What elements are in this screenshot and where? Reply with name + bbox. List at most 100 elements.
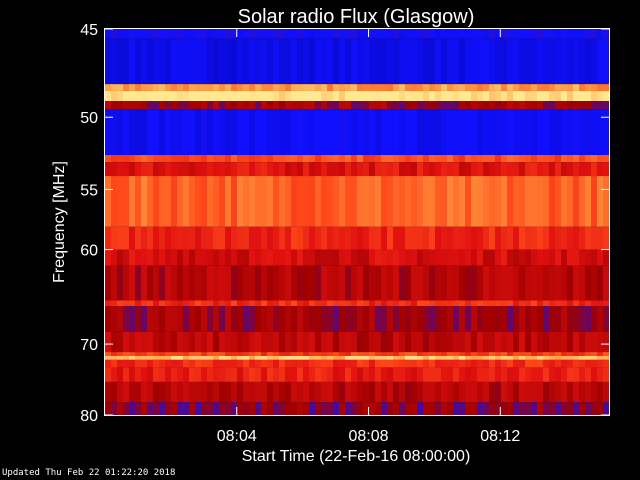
- heatmap-cell: [105, 162, 112, 177]
- heatmap-cell: [519, 101, 526, 110]
- heatmap-cell: [453, 300, 460, 307]
- heatmap-cell: [585, 84, 592, 91]
- heatmap-cell: [351, 402, 358, 415]
- heatmap-cell: [231, 38, 238, 85]
- heatmap-cell: [363, 356, 370, 360]
- heatmap-cell: [219, 176, 226, 227]
- heatmap-cell: [369, 84, 376, 91]
- heatmap-cell: [387, 356, 394, 360]
- heatmap-cell: [405, 402, 412, 415]
- heatmap-cell: [327, 155, 334, 163]
- heatmap-cell: [237, 367, 244, 382]
- heatmap-cell: [339, 162, 346, 177]
- heatmap-cell: [273, 402, 280, 415]
- heatmap-cell: [387, 249, 394, 266]
- heatmap-cell: [159, 359, 166, 368]
- heatmap-cell: [315, 176, 322, 227]
- heatmap-cell: [315, 381, 322, 403]
- heatmap-cell: [171, 90, 178, 102]
- heatmap-cell: [141, 381, 148, 403]
- heatmap-cell: [297, 226, 304, 250]
- heatmap-cell: [135, 306, 142, 332]
- heatmap-cell: [321, 331, 328, 353]
- heatmap-cell: [465, 176, 472, 227]
- heatmap-cell: [171, 381, 178, 403]
- heatmap-cell: [585, 367, 592, 382]
- heatmap-cell: [543, 38, 550, 85]
- heatmap-cell: [423, 356, 430, 360]
- heatmap-cell: [135, 265, 142, 301]
- heatmap-cell: [111, 109, 118, 156]
- heatmap-cell: [135, 356, 142, 360]
- heatmap-cell: [249, 331, 256, 353]
- heatmap-cell: [225, 109, 232, 156]
- heatmap-cell: [423, 249, 430, 266]
- heatmap-cell: [375, 249, 382, 266]
- heatmap-cell: [147, 249, 154, 266]
- heatmap-cell: [483, 90, 490, 102]
- heatmap-cell: [303, 331, 310, 353]
- heatmap-cell: [225, 162, 232, 177]
- heatmap-cell: [447, 155, 454, 163]
- heatmap-cell: [249, 176, 256, 227]
- heatmap-cell: [369, 265, 376, 301]
- heatmap-cell: [129, 29, 136, 39]
- heatmap-cell: [537, 84, 544, 91]
- heatmap-cell: [333, 155, 340, 163]
- heatmap-cell: [465, 359, 472, 368]
- heatmap-cell: [441, 109, 448, 156]
- heatmap-cell: [213, 402, 220, 415]
- heatmap-cell: [585, 29, 592, 39]
- heatmap-cell: [297, 249, 304, 266]
- heatmap-cell: [267, 176, 274, 227]
- heatmap-cell: [207, 162, 214, 177]
- heatmap-cell: [255, 265, 262, 301]
- heatmap-cell: [495, 249, 502, 266]
- heatmap-cell: [525, 381, 532, 403]
- heatmap-cell: [387, 367, 394, 382]
- heatmap-cell: [579, 265, 586, 301]
- heatmap-cell: [117, 300, 124, 307]
- heatmap-cell: [213, 265, 220, 301]
- heatmap-cell: [573, 38, 580, 85]
- heatmap-cell: [105, 155, 112, 163]
- heatmap-cell: [465, 300, 472, 307]
- heatmap-cell: [117, 155, 124, 163]
- heatmap-cell: [237, 356, 244, 360]
- heatmap-cell: [447, 381, 454, 403]
- heatmap-cell: [447, 331, 454, 353]
- heatmap-cell: [441, 359, 448, 368]
- heatmap-cell: [327, 84, 334, 91]
- heatmap-cell: [489, 331, 496, 353]
- x-tick-label: 08:08: [349, 428, 389, 445]
- heatmap-cell: [165, 265, 172, 301]
- heatmap-cell: [561, 249, 568, 266]
- heatmap-cell: [177, 359, 184, 368]
- heatmap-cell: [303, 29, 310, 39]
- heatmap-cell: [471, 101, 478, 110]
- heatmap-cell: [141, 367, 148, 382]
- heatmap-cell: [177, 162, 184, 177]
- heatmap-cell: [561, 155, 568, 163]
- heatmap-cell: [363, 402, 370, 415]
- heatmap-cell: [447, 249, 454, 266]
- heatmap-cell: [297, 359, 304, 368]
- heatmap-cell: [579, 101, 586, 110]
- heatmap-cell: [567, 367, 574, 382]
- heatmap-cell: [405, 359, 412, 368]
- heatmap-cell: [303, 162, 310, 177]
- heatmap-cell: [519, 306, 526, 332]
- heatmap-cell: [369, 300, 376, 307]
- heatmap-cell: [555, 162, 562, 177]
- heatmap-cell: [507, 402, 514, 415]
- heatmap-cell: [393, 155, 400, 163]
- heatmap-cell: [405, 249, 412, 266]
- heatmap-cell: [579, 84, 586, 91]
- heatmap-cell: [333, 176, 340, 227]
- heatmap-cell: [225, 306, 232, 332]
- heatmap-cell: [333, 402, 340, 415]
- heatmap-cell: [285, 381, 292, 403]
- heatmap-cell: [591, 90, 598, 102]
- heatmap-cell: [363, 226, 370, 250]
- heatmap-cell: [135, 352, 142, 356]
